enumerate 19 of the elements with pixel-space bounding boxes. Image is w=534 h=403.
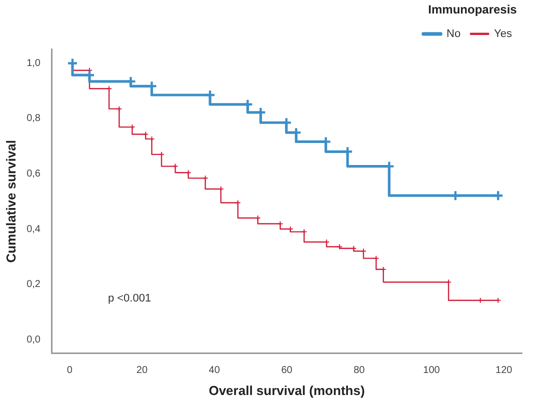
legend-label: Yes <box>494 28 512 40</box>
x-tick-label: 0 <box>66 365 73 376</box>
legend-title: Immunoparesis <box>428 2 518 16</box>
y-tick-label: 0,4 <box>26 224 41 235</box>
legend-label: No <box>446 28 461 40</box>
y-tick-label: 0,2 <box>26 279 41 290</box>
y-tick-label: 1,0 <box>26 58 41 69</box>
x-tick-label: 80 <box>354 365 366 376</box>
x-tick-label: 20 <box>136 365 148 376</box>
x-tick-label: 40 <box>208 365 220 376</box>
y-tick-label: 0,8 <box>26 113 41 124</box>
y-tick-label: 0,0 <box>26 334 41 346</box>
x-tick-label: 100 <box>423 365 440 376</box>
x-tick-label: 60 <box>281 365 293 376</box>
x-axis-title: Overall survival (months) <box>208 382 365 398</box>
x-tick-label: 120 <box>496 365 513 376</box>
annotation: p <0.001 <box>108 292 152 305</box>
y-tick-label: 0,6 <box>26 168 41 180</box>
y-axis-title: Cumulative survival <box>3 140 18 263</box>
